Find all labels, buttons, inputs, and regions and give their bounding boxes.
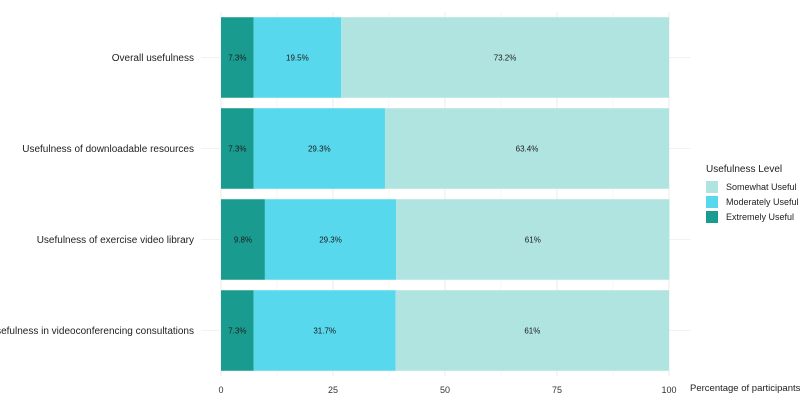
legend-title: Usefulness Level [706,164,783,175]
segment-data-label: 7.3% [228,327,246,336]
x-tick-label: 75 [552,385,562,395]
category-label: Usefulness of exercise video library [37,235,194,246]
legend-item: Moderately Useful [706,195,799,209]
legend-swatch [706,211,718,223]
legend-item: Extremely Useful [706,210,799,224]
bar-segment-somewhat-useful [396,199,670,280]
segment-data-label: 63.4% [516,145,539,154]
legend-label: Somewhat Useful [726,182,797,192]
bar-segment-moderately-useful [264,199,397,280]
category-label: Overall usefulness [112,53,194,64]
bar-segment-somewhat-useful [395,290,669,371]
segment-data-label: 9.8% [234,236,252,245]
x-tick-label: 25 [328,385,338,395]
bar-segment-extremely-useful [221,290,254,371]
segment-data-label: 61% [525,236,541,245]
segment-data-label: 29.3% [319,236,342,245]
segment-data-label: 73.2% [494,54,517,63]
legend-label: Extremely Useful [726,212,795,222]
x-tick-label: 100 [661,385,676,395]
segment-data-label: 7.3% [228,145,246,154]
segment-data-label: 29.3% [308,145,331,154]
x-tick-label: 0 [218,385,223,395]
segment-data-label: 31.7% [313,327,336,336]
bar-segment-extremely-useful [221,108,254,189]
bar-segment-moderately-useful [253,108,385,189]
legend-item: Somewhat Useful [706,180,799,194]
legend-swatch [706,181,718,193]
category-labels: Overall usefulness Usefulness of download… [0,53,194,337]
x-tick-label: 50 [440,385,450,395]
x-axis-ticks: 0 25 50 75 100 [218,385,676,395]
segment-data-label: 19.5% [286,54,309,63]
legend-swatch [706,196,718,208]
segment-data-label: 61% [524,327,540,336]
legend: Usefulness Level Somewhat Useful Moderate… [706,164,799,225]
category-label: Usefulness of downloadable resources [22,144,194,155]
bar-segment-somewhat-useful [341,17,669,98]
bar-segment-moderately-useful [253,17,342,98]
legend-label: Moderately Useful [726,197,799,207]
bar-segment-extremely-useful [221,17,254,98]
bar-segment-somewhat-useful [384,108,669,189]
bars: 7.3% 19.5% 73.2% 7.3% 29.3% 63.4% 9.8% 29.3% 61%… [221,17,670,371]
x-axis-title: Percentage of participants [690,383,800,394]
legend-items: Somewhat Useful Moderately Useful Extremel… [706,180,799,224]
bar-segment-moderately-useful [253,290,396,371]
category-label: Usefulness in videoconferencing consulta… [0,326,194,337]
segment-data-label: 7.3% [228,54,246,63]
bar-segment-extremely-useful [221,199,265,280]
